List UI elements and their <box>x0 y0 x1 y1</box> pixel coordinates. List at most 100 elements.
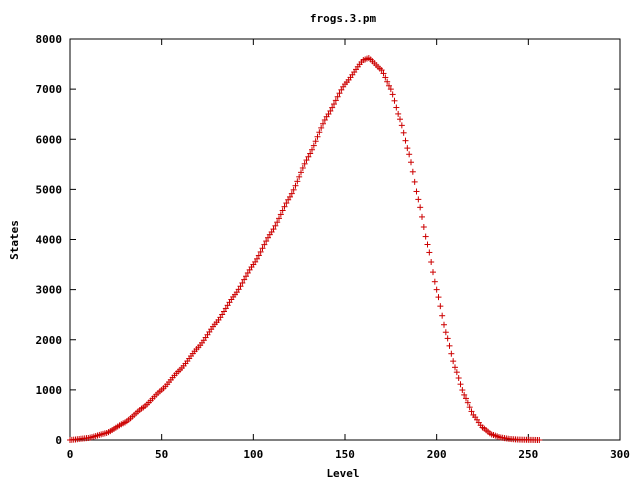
data-point <box>327 107 334 114</box>
data-point <box>430 269 436 276</box>
data-point <box>444 335 451 342</box>
data-point <box>252 258 259 265</box>
data-point <box>393 104 400 111</box>
data-point <box>277 211 284 218</box>
data-point <box>334 93 341 100</box>
data-point <box>241 276 248 283</box>
y-tick-label: 6000 <box>36 133 63 146</box>
data-point <box>288 190 295 197</box>
x-tick-label: 200 <box>427 448 447 461</box>
data-point <box>378 67 385 74</box>
data-point <box>461 391 468 398</box>
data-series <box>67 55 543 443</box>
data-point <box>239 279 246 286</box>
y-tick-label: 1000 <box>36 384 63 397</box>
data-point <box>279 207 286 214</box>
x-tick-label: 0 <box>67 448 74 461</box>
data-point <box>270 226 277 233</box>
data-point <box>400 129 407 136</box>
data-point <box>237 283 244 290</box>
data-point <box>437 303 444 310</box>
x-axis-label: Level <box>326 467 359 480</box>
x-tick-label: 150 <box>335 448 355 461</box>
data-point <box>272 222 279 229</box>
data-point <box>536 437 543 443</box>
data-point <box>338 86 345 93</box>
data-point <box>411 178 418 185</box>
data-point <box>415 196 422 203</box>
data-point <box>404 145 411 152</box>
data-point <box>274 219 281 226</box>
data-point <box>422 233 429 240</box>
data-point <box>320 120 326 127</box>
data-point <box>255 252 262 259</box>
data-point <box>292 182 299 189</box>
plot-frame <box>69 38 621 441</box>
data-point <box>457 381 464 388</box>
data-point <box>463 395 469 402</box>
data-point <box>243 273 249 280</box>
x-tick-label: 250 <box>518 448 538 461</box>
y-tick-label: 4000 <box>36 234 63 247</box>
data-point <box>448 350 455 357</box>
data-point <box>257 248 264 255</box>
data-point <box>310 142 317 149</box>
data-point <box>452 364 458 371</box>
data-point <box>314 133 321 140</box>
y-tick-label: 8000 <box>36 33 63 46</box>
data-point <box>420 224 427 231</box>
data-point <box>294 178 301 185</box>
data-point <box>417 204 424 211</box>
data-point <box>395 110 402 117</box>
data-point <box>433 286 440 293</box>
data-point <box>287 193 293 200</box>
data-point <box>431 278 438 285</box>
data-point <box>441 321 447 328</box>
data-point <box>331 101 337 108</box>
data-point <box>325 111 332 118</box>
data-point <box>406 151 413 158</box>
data-point <box>426 249 433 256</box>
data-point <box>466 404 473 411</box>
data-point <box>453 369 460 376</box>
data-point <box>468 408 475 415</box>
data-point <box>424 241 431 248</box>
data-point <box>235 286 242 293</box>
data-point <box>387 86 394 93</box>
data-point <box>384 78 391 85</box>
data-point <box>265 234 271 241</box>
y-tick-label: 7000 <box>36 83 63 96</box>
data-point <box>318 124 325 131</box>
data-point <box>290 186 297 193</box>
data-point <box>380 70 387 77</box>
y-tick-label: 3000 <box>36 284 63 297</box>
x-axis: 0 50 100 150 200 250 300 <box>67 39 630 461</box>
data-point <box>386 82 392 89</box>
data-point <box>301 160 308 167</box>
data-point <box>439 312 446 319</box>
data-point <box>336 90 343 97</box>
y-tick-label: 0 <box>55 434 62 447</box>
x-tick-label: 50 <box>155 448 168 461</box>
data-point <box>332 97 339 104</box>
data-point <box>450 358 457 365</box>
data-point <box>419 213 425 220</box>
data-point <box>397 116 403 123</box>
data-point <box>219 311 226 318</box>
data-point <box>321 116 328 123</box>
data-point <box>259 245 266 252</box>
data-point <box>281 203 288 210</box>
data-point <box>459 387 466 394</box>
data-point <box>254 255 260 262</box>
y-tick-label: 5000 <box>36 183 63 196</box>
data-point <box>261 241 268 248</box>
data-point <box>296 173 303 180</box>
chart-title: frogs.3.pm <box>310 12 377 25</box>
data-point <box>413 188 420 195</box>
data-point <box>391 97 398 104</box>
data-point <box>224 302 231 309</box>
data-point <box>309 146 315 153</box>
y-axis-label: States <box>8 220 21 260</box>
data-point <box>398 122 405 129</box>
